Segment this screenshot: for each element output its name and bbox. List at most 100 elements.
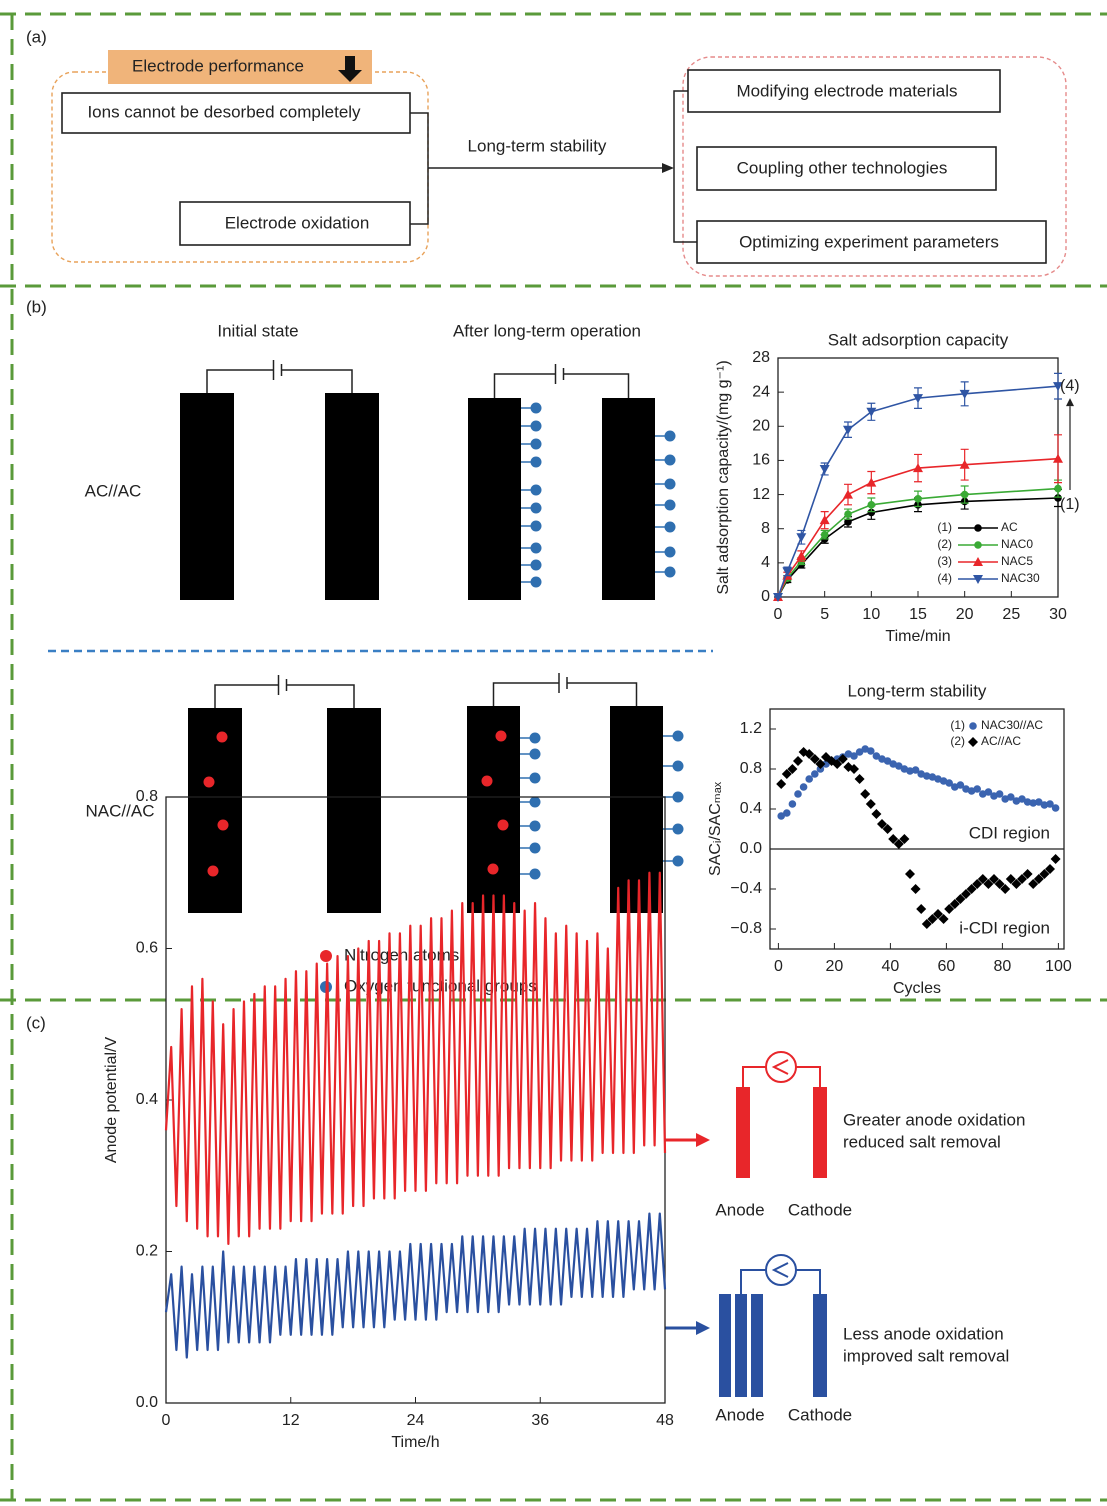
panel-label: (a)	[26, 27, 47, 46]
chart-title: Long-term stability	[848, 681, 987, 700]
legend-label: (2)	[950, 734, 965, 748]
strategy-box	[696, 146, 997, 191]
point	[777, 812, 785, 820]
meter	[765, 1254, 797, 1286]
strategy-box	[687, 69, 1001, 113]
point	[1035, 798, 1043, 806]
outcome: Greater anode oxidation	[843, 1110, 1025, 1129]
plot-frame	[769, 708, 1065, 950]
x-tick-label: 15	[909, 606, 927, 623]
point	[804, 749, 815, 759]
legend-name: NAC0	[1001, 537, 1033, 551]
x-tick-label: 12	[282, 1412, 300, 1429]
point	[1040, 801, 1049, 809]
x-axis-label: Time/h	[391, 1434, 439, 1451]
point	[983, 879, 994, 889]
x-tick-label: 20	[826, 958, 844, 975]
panel-label: (b)	[26, 297, 47, 316]
point	[905, 869, 915, 879]
x-tick-label: 48	[656, 1412, 674, 1429]
wire	[493, 373, 630, 398]
x-tick-label: 60	[938, 958, 956, 975]
anode	[736, 1087, 750, 1178]
oxygen-group	[672, 730, 684, 742]
oxygen-group	[529, 868, 541, 880]
point	[867, 501, 876, 509]
oxygen-group	[530, 484, 542, 496]
point	[895, 762, 903, 770]
problem-box	[61, 92, 411, 134]
oxygen-group	[529, 796, 541, 808]
header-box	[108, 50, 372, 84]
y-tick-label: 0.4	[740, 800, 762, 817]
point	[843, 425, 853, 435]
anode	[751, 1294, 763, 1397]
electrode	[610, 706, 663, 913]
point	[899, 834, 910, 844]
strategy: Coupling other technologies	[737, 158, 948, 177]
outcome: reduced salt removal	[843, 1132, 1001, 1151]
legend-label: (1)	[937, 520, 952, 534]
y-tick-label: 12	[752, 486, 770, 503]
point	[843, 489, 853, 499]
wire	[740, 1269, 821, 1294]
x-tick-label: 0	[774, 958, 783, 975]
point	[944, 904, 955, 914]
oxygen-group	[529, 772, 541, 784]
point	[854, 774, 865, 784]
arrow-label: Long-term stability	[468, 136, 607, 155]
x-tick-label: 40	[882, 958, 900, 975]
oxygen-group	[664, 430, 676, 442]
legend-name: AC	[1001, 520, 1018, 534]
arrow-head	[662, 163, 674, 173]
electrode	[188, 708, 242, 913]
electrode	[325, 393, 379, 600]
oxygen-group	[530, 420, 542, 432]
point	[956, 781, 965, 789]
oxygen-group	[530, 456, 542, 468]
point	[811, 770, 819, 778]
electrode-label: Anode	[715, 1405, 764, 1424]
legend-label: (3)	[937, 554, 952, 568]
arrow-head	[696, 1133, 710, 1147]
point	[989, 874, 999, 884]
point	[1005, 874, 1016, 884]
connector	[410, 112, 664, 225]
oxygen-group	[664, 478, 676, 490]
nitrogen-atom	[497, 819, 509, 831]
point	[860, 789, 871, 799]
point	[865, 799, 876, 809]
electrode	[467, 706, 520, 913]
y-tick-label: 20	[752, 418, 770, 435]
legend-name: AC//AC	[981, 734, 1021, 748]
trend-arrow-head	[1066, 398, 1074, 407]
oxygen-group	[529, 842, 541, 854]
point	[867, 508, 876, 517]
meter	[765, 1051, 797, 1083]
point	[866, 407, 877, 417]
point	[787, 764, 798, 774]
point	[1029, 799, 1037, 807]
point	[959, 389, 970, 399]
point	[844, 518, 852, 526]
point	[893, 839, 904, 849]
cathode	[813, 1087, 827, 1178]
point	[776, 779, 787, 789]
legend-name: NAC30	[1001, 571, 1040, 585]
nitrogen-atom	[216, 731, 228, 743]
point	[938, 914, 949, 924]
configuration: AC//AC	[85, 481, 142, 500]
y-tick-label: −0.4	[730, 880, 762, 897]
point	[960, 490, 969, 499]
x-tick-label: 80	[994, 958, 1012, 975]
electrode-label: Cathode	[788, 1405, 852, 1424]
point	[995, 790, 1004, 798]
point	[796, 551, 807, 561]
point	[781, 769, 792, 779]
y-tick-label: 16	[752, 452, 770, 469]
legend-marker	[969, 722, 977, 730]
oxygen-group	[529, 748, 541, 760]
group-outline	[682, 56, 1067, 277]
point	[837, 754, 848, 764]
state-title: After long-term operation	[453, 321, 641, 340]
